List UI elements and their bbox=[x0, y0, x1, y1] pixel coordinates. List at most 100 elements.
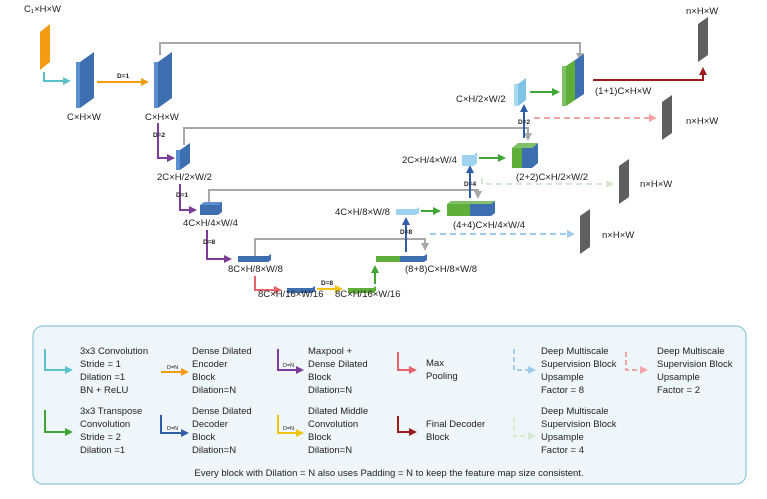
svg-text:Block: Block bbox=[308, 372, 331, 383]
svg-text:D=N: D=N bbox=[167, 365, 178, 371]
dilation-dmid: D=8 bbox=[321, 280, 333, 287]
dilation-d1b: D=1 bbox=[176, 192, 188, 199]
svg-text:D=N: D=N bbox=[283, 426, 294, 432]
legend-item-sup4: Deep Multiscale Supervision Block Upsamp… bbox=[513, 406, 617, 456]
legend-item-conv3x3: 3x3 Convolution Stride = 1 Dilation =1 B… bbox=[44, 346, 148, 396]
legend-item-sup8: Deep Multiscale Supervision Block Upsamp… bbox=[513, 346, 617, 396]
legend-box bbox=[32, 325, 747, 485]
legend-item-dense-decoder: D=N Dense Dilated Decoder Block Dilation… bbox=[160, 406, 252, 456]
svg-text:Upsample: Upsample bbox=[541, 432, 584, 443]
output-sup8 bbox=[580, 209, 590, 254]
maxpool-arrow bbox=[254, 276, 282, 294]
legend-caption: Every block with Dilation = N also uses … bbox=[194, 468, 583, 479]
dec2-up-label: 2C×H/4×W/4 bbox=[402, 155, 457, 166]
output-final bbox=[698, 17, 708, 62]
legend-item-final-decoder: Final Decoder Block bbox=[397, 416, 485, 443]
legend-item-maxpool-dense: D=N Maxpool + Dense Dilated Block Dilati… bbox=[277, 346, 368, 396]
svg-text:Convolution: Convolution bbox=[80, 419, 130, 430]
legend-item-dense-encoder: D=N Dense Dilated Encoder Block Dilation… bbox=[161, 346, 252, 396]
dilation-d1: D=1 bbox=[117, 73, 129, 80]
svg-text:Dilated Middle: Dilated Middle bbox=[308, 406, 368, 417]
dec1-up-label: C×H/2×W/2 bbox=[456, 94, 506, 105]
svg-text:3x3 Transpose: 3x3 Transpose bbox=[80, 406, 142, 417]
svg-text:Encoder: Encoder bbox=[192, 359, 227, 370]
svg-text:Decoder: Decoder bbox=[192, 419, 228, 430]
dec4-concat-label: (4+4)C×H/4×W/4 bbox=[453, 220, 525, 231]
svg-text:Stride = 2: Stride = 2 bbox=[80, 432, 121, 443]
svg-text:Block: Block bbox=[192, 372, 215, 383]
encoder-block-2 bbox=[176, 143, 190, 170]
encoder-block-4 bbox=[238, 254, 271, 262]
skip-connections bbox=[159, 42, 584, 256]
svg-text:3x3 Convolution: 3x3 Convolution bbox=[80, 346, 148, 357]
enc1-label: C×H×W bbox=[145, 112, 179, 123]
skip-connection-level3 bbox=[208, 189, 482, 202]
svg-text:BN + ReLU: BN + ReLU bbox=[80, 385, 128, 396]
supervision-arrow-x4 bbox=[481, 178, 614, 188]
output-final-label: n×H×W bbox=[686, 6, 718, 17]
svg-text:Factor = 2: Factor = 2 bbox=[657, 385, 700, 396]
skip-connection-level4 bbox=[254, 238, 429, 256]
svg-text:Pooling: Pooling bbox=[426, 371, 458, 382]
svg-text:Convolution: Convolution bbox=[308, 419, 358, 430]
conv3x3-arrow bbox=[43, 72, 71, 85]
svg-text:Upsample: Upsample bbox=[657, 372, 700, 383]
svg-text:Dense Dilated: Dense Dilated bbox=[192, 406, 252, 417]
svg-text:Supervision Block: Supervision Block bbox=[657, 359, 733, 370]
svg-text:Block: Block bbox=[192, 432, 215, 443]
svg-text:Dilation =1: Dilation =1 bbox=[80, 372, 125, 383]
middle-block-1 bbox=[287, 286, 315, 293]
decoder-concat-1 bbox=[562, 54, 584, 106]
decoder-up-4 bbox=[396, 207, 419, 215]
dec4-up-label: 4C×H/8×W/8 bbox=[335, 207, 390, 218]
final-decoder-arrow bbox=[593, 67, 707, 81]
svg-text:Supervision Block: Supervision Block bbox=[541, 359, 617, 370]
maxpool-dense-arrow-3 bbox=[206, 230, 232, 263]
enc3-label: 4C×H/4×W/4 bbox=[183, 218, 238, 229]
output-sup2-label: n×H×W bbox=[686, 116, 718, 127]
maxpool-dense-arrow-2 bbox=[179, 184, 197, 214]
svg-text:Block: Block bbox=[426, 432, 449, 443]
svg-text:Dilation=N: Dilation=N bbox=[192, 445, 236, 456]
dilation-dec4: D=4 bbox=[464, 181, 476, 188]
skip-connection-level1 bbox=[159, 42, 584, 61]
svg-text:Dilation=N: Dilation=N bbox=[308, 385, 352, 396]
svg-text:Deep Multiscale: Deep Multiscale bbox=[541, 406, 609, 417]
mid1-label: 8C×H/16×W/16 bbox=[258, 289, 323, 300]
dilation-d8: D=8 bbox=[203, 239, 215, 246]
svg-text:Dense Dilated: Dense Dilated bbox=[308, 359, 368, 370]
dilation-d2: D=2 bbox=[153, 132, 165, 139]
dec8-concat-label: (8+8)C×H/8×W/8 bbox=[405, 264, 477, 275]
enc0-label: C×H×W bbox=[67, 112, 101, 123]
svg-text:Factor = 8: Factor = 8 bbox=[541, 385, 584, 396]
maxpool-dense-arrow-1 bbox=[157, 123, 175, 162]
encoder-block-0 bbox=[76, 52, 94, 108]
svg-text:D=N: D=N bbox=[283, 363, 294, 369]
svg-text:Block: Block bbox=[308, 432, 331, 443]
encoder-block-1 bbox=[154, 52, 172, 108]
svg-text:Final Decoder: Final Decoder bbox=[426, 419, 485, 430]
svg-text:Deep Multiscale: Deep Multiscale bbox=[541, 346, 609, 357]
legend-item-sup2: Deep Multiscale Supervision Block Upsamp… bbox=[625, 346, 733, 396]
output-sup4-label: n×H×W bbox=[640, 179, 672, 190]
svg-text:Dilation =1: Dilation =1 bbox=[80, 445, 125, 456]
decoder-up-2 bbox=[462, 152, 477, 166]
encoder-block-3 bbox=[200, 202, 222, 215]
svg-text:Dense Dilated: Dense Dilated bbox=[192, 346, 252, 357]
enc2-label: 2C×H/2×W/2 bbox=[157, 172, 212, 183]
svg-text:Supervision Block: Supervision Block bbox=[541, 419, 617, 430]
dec1-concat-label: (1+1)C×H×W bbox=[595, 86, 651, 97]
svg-text:Dilation=N: Dilation=N bbox=[308, 445, 352, 456]
decoder-concat-4 bbox=[447, 201, 495, 216]
decoder-concat-2 bbox=[512, 143, 538, 168]
svg-text:Dilation=N: Dilation=N bbox=[192, 385, 236, 396]
output-sup2 bbox=[662, 95, 672, 140]
svg-text:D=N: D=N bbox=[167, 426, 178, 432]
svg-text:Upsample: Upsample bbox=[541, 372, 584, 383]
mid2-label: 8C×H/16×W/16 bbox=[335, 289, 400, 300]
skip-connection-level2 bbox=[183, 127, 532, 145]
decoder-up-1 bbox=[518, 78, 526, 106]
legend-item-transpose: 3x3 Transpose Convolution Stride = 2 Dil… bbox=[44, 406, 142, 456]
